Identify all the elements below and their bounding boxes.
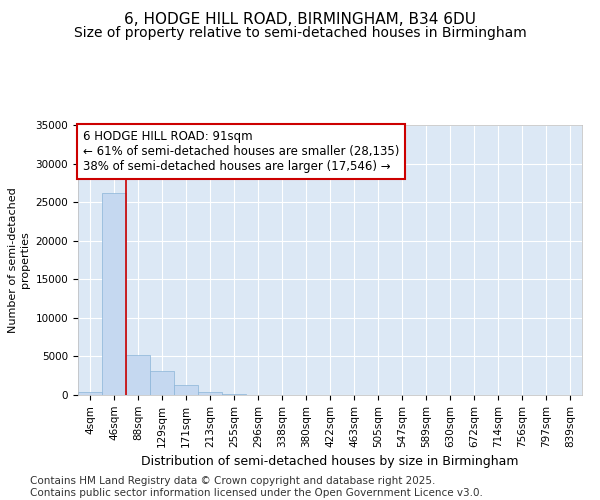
Text: Size of property relative to semi-detached houses in Birmingham: Size of property relative to semi-detach… (74, 26, 526, 40)
Bar (174, 385, 198, 395)
Bar (198, 392, 222, 395)
Bar (222, 394, 246, 395)
Text: 6 HODGE HILL ROAD: 91sqm
← 61% of semi-detached houses are smaller (28,135)
38% : 6 HODGE HILL ROAD: 91sqm ← 61% of semi-d… (83, 130, 400, 174)
Bar (150, 371, 174, 395)
Text: Contains HM Land Registry data © Crown copyright and database right 2025.
Contai: Contains HM Land Registry data © Crown c… (30, 476, 483, 498)
Bar (102, 193, 126, 395)
X-axis label: Distribution of semi-detached houses by size in Birmingham: Distribution of semi-detached houses by … (141, 455, 519, 468)
Bar (78, 392, 102, 395)
Text: 6, HODGE HILL ROAD, BIRMINGHAM, B34 6DU: 6, HODGE HILL ROAD, BIRMINGHAM, B34 6DU (124, 12, 476, 28)
Bar (126, 355, 150, 395)
Y-axis label: Number of semi-detached
properties: Number of semi-detached properties (8, 187, 30, 333)
